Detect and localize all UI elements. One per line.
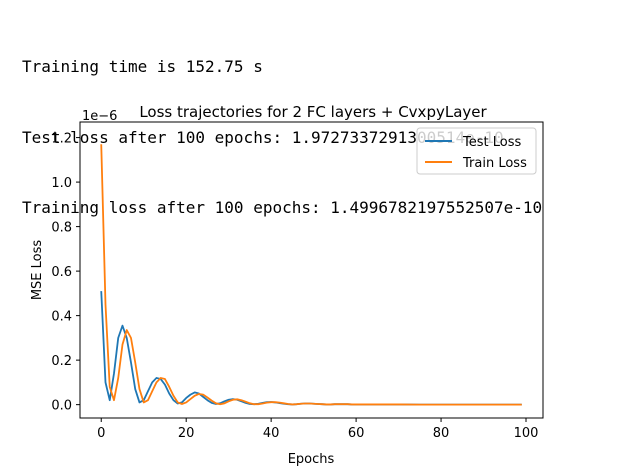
legend-test-label: Test Loss	[462, 135, 521, 150]
x-tick-label: 40	[263, 426, 280, 441]
output-line-training-loss: Training loss after 100 epochs: 1.499678…	[22, 198, 543, 217]
chart-title: Loss trajectories for 2 FC layers + Cvxp…	[139, 103, 487, 121]
test-loss-line	[100, 291, 522, 406]
y-tick-label: 0.6	[51, 265, 72, 280]
y-tick-label: 1.0	[51, 176, 72, 191]
y-tick-label: 0.0	[51, 399, 72, 414]
x-tick-label: 60	[348, 426, 365, 441]
x-axis-label: Epochs	[288, 452, 335, 467]
plot-area-frame	[79, 121, 544, 419]
output-line-training-time: Training time is 152.75 s	[22, 57, 263, 76]
legend: Test Loss Train Loss	[416, 127, 537, 175]
y-tick-label: 1.2	[51, 132, 72, 147]
cell-output: Training time is 152.75 s Test loss afte…	[22, 8, 542, 243]
x-tick-label: 20	[178, 426, 195, 441]
legend-train-label: Train Loss	[462, 156, 527, 171]
x-tick-label: 0	[97, 426, 105, 441]
y-tick-label: 0.4	[51, 310, 72, 325]
y-axis-label: MSE Loss	[30, 240, 45, 301]
x-tick-label: 100	[514, 426, 539, 441]
y-offset-label: 1e−6	[82, 109, 117, 124]
train-loss-line	[100, 144, 522, 406]
loss-chart: Loss trajectories for 2 FC layers + Cvxp…	[30, 103, 544, 467]
x-tick-label: 80	[433, 426, 450, 441]
y-tick-label: 0.8	[51, 221, 72, 236]
y-tick-label: 0.2	[51, 354, 72, 369]
